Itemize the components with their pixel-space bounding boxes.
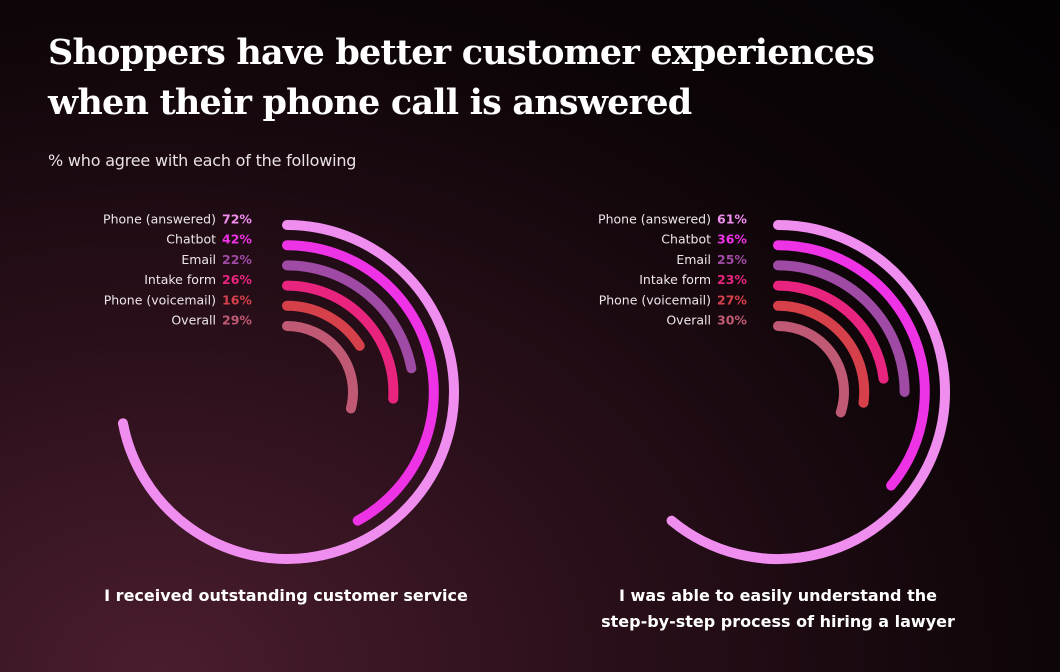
chart-2-category-label-6: Overall: [666, 313, 711, 328]
chart-2-value-label-3: 25%: [717, 252, 747, 267]
chart-2-arc-6: [773, 321, 849, 418]
chart-1-arc-6: [282, 321, 358, 414]
chart-title: Shoppers have better customer experience…: [48, 28, 875, 128]
chart-2-category-label-1: Phone (answered): [598, 212, 711, 227]
chart-2-caption-line-2: step-by-step process of hiring a lawyer: [601, 612, 955, 631]
chart-2-value-label-5: 27%: [717, 292, 747, 307]
title-line-1: Shoppers have better customer experience…: [48, 32, 875, 73]
chart-2-category-label-3: Email: [676, 252, 711, 267]
chart-2-arc-2: [773, 240, 930, 491]
chart-1-caption-line-1: I received outstanding customer service: [104, 586, 468, 605]
chart-2-value-label-6: 30%: [717, 313, 747, 328]
chart-1-value-label-5: 16%: [222, 292, 252, 307]
chart-1-category-label-2: Chatbot: [166, 232, 216, 247]
chart-1-category-label-5: Phone (voicemail): [104, 292, 216, 307]
chart-1-arc-5: [282, 300, 365, 351]
chart-1-value-label-3: 22%: [222, 252, 252, 267]
chart-1-arc-1: [117, 220, 459, 564]
chart-2-category-label-5: Phone (voicemail): [599, 292, 711, 307]
chart-2-caption: I was able to easily understand the step…: [578, 583, 978, 635]
chart-1-value-label-2: 42%: [222, 232, 252, 247]
chart-2-arc-1: [666, 220, 950, 564]
chart-1-category-label-1: Phone (answered): [103, 212, 216, 227]
chart-2-caption-line-1: I was able to easily understand the: [619, 586, 937, 605]
chart-subtitle: % who agree with each of the following: [48, 151, 357, 170]
chart-1-caption: I received outstanding customer service: [86, 583, 486, 609]
chart-1-category-label-3: Email: [181, 252, 216, 267]
chart-2-value-label-2: 36%: [717, 232, 747, 247]
chart-2-arc-4: [773, 280, 889, 384]
chart-1-arc-3: [282, 260, 417, 374]
chart-2: Phone (answered) 61% Chatbot 36% Email 25% Int…: [598, 212, 950, 564]
chart-1-value-label-4: 26%: [222, 272, 252, 287]
chart-1-arc-4: [282, 280, 399, 404]
chart-2-value-label-1: 61%: [717, 212, 747, 227]
title-line-2: when their phone call is answered: [48, 82, 692, 123]
chart-1-value-label-6: 29%: [222, 313, 252, 328]
chart-2-category-label-4: Intake form: [639, 272, 711, 287]
chart-2-arc-3: [773, 260, 910, 397]
chart-2-value-label-4: 23%: [717, 272, 747, 287]
chart-1-value-label-1: 72%: [222, 212, 252, 227]
chart-2-arc-5: [773, 300, 870, 408]
chart-1-arc-2: [282, 240, 439, 526]
chart-2-category-label-2: Chatbot: [661, 232, 711, 247]
chart-1: Phone (answered) 72% Chatbot 42% Email 22% Int…: [103, 212, 459, 564]
chart-1-category-label-6: Overall: [171, 313, 216, 328]
chart-1-category-label-4: Intake form: [144, 272, 216, 287]
